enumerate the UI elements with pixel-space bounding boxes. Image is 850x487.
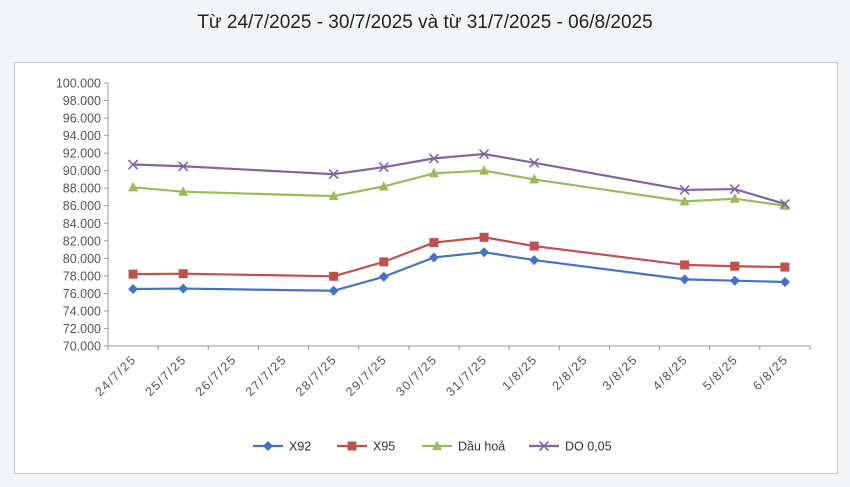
data-point-x95	[529, 241, 539, 251]
chart-panel	[14, 62, 838, 474]
data-point-x95	[329, 271, 339, 281]
data-point-do-0-05	[128, 159, 139, 170]
series-line-x95	[133, 236, 785, 278]
data-point-do-0-05	[178, 161, 189, 172]
data-point-x92	[178, 283, 189, 294]
legend-label: X95	[373, 440, 395, 454]
data-point-do-0-05	[378, 162, 389, 173]
x-tick-label: 30/7/25	[393, 352, 440, 399]
y-tick-label: 74.000	[63, 304, 101, 318]
legend-marker	[347, 441, 357, 451]
legend-marker	[538, 440, 550, 452]
data-point-x92	[729, 275, 740, 286]
data-point-x95	[379, 257, 389, 267]
y-tick-label: 84.000	[63, 217, 101, 231]
chart-title: Từ 24/7/2025 - 30/7/2025 và từ 31/7/2025…	[197, 12, 653, 33]
legend-label: Dầu hoả	[458, 440, 505, 454]
data-point-x92	[128, 284, 139, 295]
data-point-x92	[529, 255, 540, 266]
x-tick-label: 26/7/25	[193, 352, 240, 399]
y-tick-label: 78.000	[63, 269, 101, 283]
x-tick-label: 2/8/25	[550, 352, 591, 393]
y-tick-label: 100.000	[56, 77, 101, 91]
data-point-d-u-ho-	[428, 167, 439, 178]
y-tick-label: 82.000	[63, 234, 101, 248]
data-point-do-0-05	[529, 157, 540, 168]
data-point-x92	[428, 252, 439, 263]
series-line-do-0-05	[133, 152, 786, 206]
x-tick-label: 28/7/25	[293, 352, 340, 399]
data-point-d-u-ho-	[328, 190, 339, 201]
data-point-do-0-05	[479, 148, 490, 160]
data-point-do-0-05	[679, 184, 690, 196]
y-tick-label: 90.000	[63, 164, 101, 178]
data-point-x92	[479, 247, 490, 258]
y-tick-label: 88.000	[63, 182, 101, 196]
data-point-d-u-ho-	[378, 180, 389, 191]
series-line-d-u-ho-	[132, 169, 786, 207]
data-point-d-u-ho-	[479, 165, 490, 175]
legend-marker	[263, 441, 273, 451]
data-point-x95	[730, 261, 740, 271]
x-tick-label: 27/7/25	[243, 352, 290, 399]
y-tick-label: 92.000	[63, 147, 101, 161]
data-point-x95	[479, 232, 489, 242]
x-tick-label: 4/8/25	[650, 352, 691, 393]
y-tick-label: 80.000	[63, 252, 101, 266]
y-tick-label: 70.000	[63, 340, 101, 354]
series-line-x92	[133, 251, 785, 292]
legend-label: DO 0,05	[565, 440, 612, 454]
data-point-x92	[378, 271, 389, 282]
y-tick-label: 86.000	[63, 199, 101, 213]
y-tick-label: 98.000	[63, 94, 101, 108]
data-point-x95	[128, 269, 138, 279]
x-tick-label: 6/8/25	[750, 352, 791, 393]
x-tick-label: 31/7/25	[443, 352, 490, 399]
legend-label: X92	[289, 440, 311, 454]
y-tick-label: 72.000	[63, 322, 101, 336]
data-point-do-0-05	[328, 169, 339, 180]
x-tick-label: 5/8/25	[700, 352, 741, 393]
legend-marker	[432, 440, 442, 450]
data-point-do-0-05	[428, 153, 439, 164]
data-point-x95	[178, 269, 188, 279]
y-tick-label: 96.000	[63, 112, 101, 126]
x-tick-label: 24/7/25	[92, 352, 139, 399]
data-point-d-u-ho-	[178, 186, 189, 196]
data-point-do-0-05	[779, 198, 790, 210]
data-point-do-0-05	[729, 184, 740, 195]
data-point-d-u-ho-	[128, 181, 139, 192]
data-point-x95	[429, 238, 439, 248]
data-point-x92	[679, 274, 690, 285]
x-tick-label: 25/7/25	[143, 352, 190, 399]
y-tick-label: 76.000	[63, 287, 101, 301]
x-tick-label: 3/8/25	[600, 352, 641, 393]
data-point-x92	[779, 277, 790, 288]
y-tick-label: 94.000	[63, 129, 101, 143]
data-point-d-u-ho-	[529, 173, 540, 184]
x-tick-label: 29/7/25	[343, 352, 390, 399]
data-point-x95	[780, 262, 790, 272]
data-point-d-u-ho-	[729, 193, 740, 203]
data-point-x92	[328, 285, 339, 296]
x-tick-label: 1/8/25	[499, 352, 540, 393]
data-point-d-u-ho-	[679, 195, 690, 206]
data-point-x95	[680, 260, 690, 270]
